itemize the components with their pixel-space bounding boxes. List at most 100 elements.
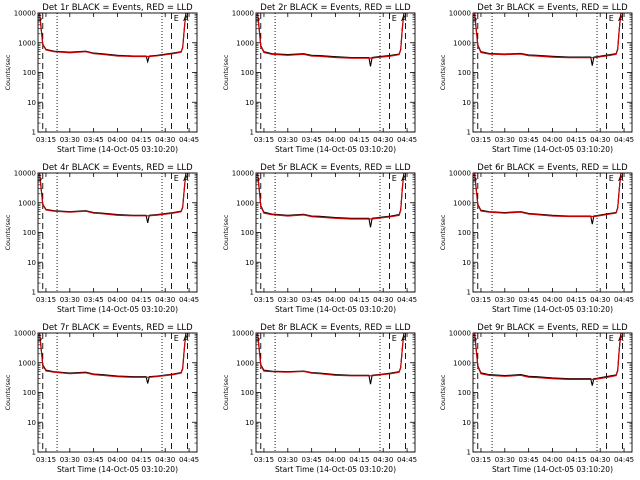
marker-label: E	[392, 14, 397, 23]
y-axis-label: Counts/sec	[439, 54, 447, 90]
events-series-line	[474, 12, 622, 66]
y-tick-label: 10000	[449, 170, 471, 178]
lld-series-line	[474, 12, 622, 59]
x-axis-label: Start Time (14-Oct-05 03:10:20)	[275, 465, 396, 474]
y-tick-label: 100	[23, 69, 36, 77]
y-axis-label: Counts/sec	[222, 374, 230, 410]
x-axis-label: Start Time (14-Oct-05 03:10:20)	[275, 305, 396, 314]
x-tick-label: 03:45	[84, 456, 104, 464]
y-axis-label: Counts/sec	[439, 214, 447, 250]
x-tick-label: 04:15	[131, 456, 151, 464]
y-axis-label: Counts/sec	[222, 214, 230, 250]
x-tick-label: 04:15	[349, 296, 369, 304]
lld-series-line	[257, 332, 405, 377]
x-axis-label: Start Time (14-Oct-05 03:10:20)	[275, 145, 396, 154]
y-tick-label: 10	[462, 419, 471, 427]
marker-label: S	[472, 334, 477, 343]
lld-series-line	[39, 12, 187, 58]
x-axis-label: Start Time (14-Oct-05 03:10:20)	[492, 465, 613, 474]
y-tick-label: 10	[245, 419, 254, 427]
marker-label: E	[609, 334, 614, 343]
y-tick-label: 10	[27, 99, 36, 107]
x-tick-label: 03:45	[519, 296, 539, 304]
y-tick-label: 1	[32, 129, 36, 137]
x-tick-label: 04:15	[131, 296, 151, 304]
x-tick-label: 03:15	[471, 296, 491, 304]
events-series-line	[257, 172, 405, 228]
x-tick-label: 03:15	[471, 136, 491, 144]
x-tick-label: 03:45	[519, 136, 539, 144]
marker-label: S	[472, 174, 477, 183]
x-tick-label: 04:45	[397, 136, 417, 144]
x-tick-label: 03:45	[84, 296, 104, 304]
x-tick-label: 03:45	[302, 296, 322, 304]
marker-label: A	[618, 174, 624, 183]
x-tick-label: 04:30	[590, 136, 610, 144]
marker-label: E	[174, 14, 179, 23]
chart-panel-1: Det 1r BLACK = Events, RED = LLD Counts/s…	[4, 3, 199, 154]
x-tick-label: 04:15	[349, 136, 369, 144]
y-tick-label: 1	[467, 449, 471, 457]
x-tick-label: 04:00	[107, 456, 127, 464]
chart-title: Det 3r BLACK = Events, RED = LLD	[477, 3, 628, 13]
plot-frame	[255, 332, 416, 453]
y-tick-label: 10	[462, 99, 471, 107]
plot-frame	[472, 12, 633, 133]
y-tick-label: 10	[27, 419, 36, 427]
y-tick-label: 1	[467, 289, 471, 297]
x-tick-label: 04:45	[179, 136, 199, 144]
y-tick-label: 1	[250, 449, 254, 457]
x-tick-label: 04:00	[325, 296, 345, 304]
x-tick-label: 04:15	[566, 456, 586, 464]
y-tick-label: 10	[462, 259, 471, 267]
x-tick-label: 04:45	[614, 296, 634, 304]
y-tick-label: 1000	[236, 39, 254, 47]
marker-label: A	[618, 334, 624, 343]
marker-label: S	[255, 334, 260, 343]
x-tick-label: 04:45	[614, 456, 634, 464]
marker-label: A	[401, 174, 407, 183]
y-tick-label: 10000	[449, 10, 471, 18]
chart-panel-2: Det 2r BLACK = Events, RED = LLD Counts/s…	[222, 3, 417, 154]
y-tick-label: 10000	[14, 330, 36, 338]
y-axis-label: Counts/sec	[4, 54, 12, 90]
marker-label: A	[183, 14, 189, 23]
marker-label: E	[609, 174, 614, 183]
y-tick-label: 10	[27, 259, 36, 267]
x-tick-label: 04:15	[131, 136, 151, 144]
marker-label: S	[255, 174, 260, 183]
x-tick-label: 03:30	[60, 296, 80, 304]
x-tick-label: 03:30	[278, 136, 298, 144]
events-series-line	[257, 12, 405, 67]
y-tick-label: 1000	[236, 199, 254, 207]
chart-title: Det 1r BLACK = Events, RED = LLD	[42, 3, 193, 13]
plot-frame	[255, 12, 416, 133]
y-tick-label: 10000	[14, 170, 36, 178]
y-tick-label: 10000	[14, 10, 36, 18]
lld-series-line	[39, 332, 187, 378]
x-tick-label: 03:45	[302, 456, 322, 464]
x-tick-label: 04:15	[566, 136, 586, 144]
y-tick-label: 1	[467, 129, 471, 137]
x-tick-label: 04:15	[349, 456, 369, 464]
y-tick-label: 10000	[232, 10, 254, 18]
x-tick-label: 04:30	[373, 296, 393, 304]
y-tick-label: 1000	[453, 39, 471, 47]
y-tick-label: 10000	[232, 170, 254, 178]
y-tick-label: 10000	[449, 330, 471, 338]
x-tick-label: 03:30	[60, 456, 80, 464]
x-tick-label: 04:00	[542, 456, 562, 464]
x-tick-label: 04:30	[155, 136, 175, 144]
x-tick-label: 04:30	[373, 456, 393, 464]
y-tick-label: 1	[250, 129, 254, 137]
x-tick-label: 03:45	[84, 136, 104, 144]
x-tick-label: 03:45	[519, 456, 539, 464]
x-tick-label: 04:00	[325, 456, 345, 464]
y-tick-label: 100	[241, 69, 254, 77]
y-tick-label: 100	[241, 389, 254, 397]
marker-label: A	[401, 334, 407, 343]
marker-label: A	[401, 14, 407, 23]
chart-title: Det 9r BLACK = Events, RED = LLD	[477, 323, 628, 333]
x-axis-label: Start Time (14-Oct-05 03:10:20)	[492, 305, 613, 314]
y-axis-label: Counts/sec	[222, 54, 230, 90]
